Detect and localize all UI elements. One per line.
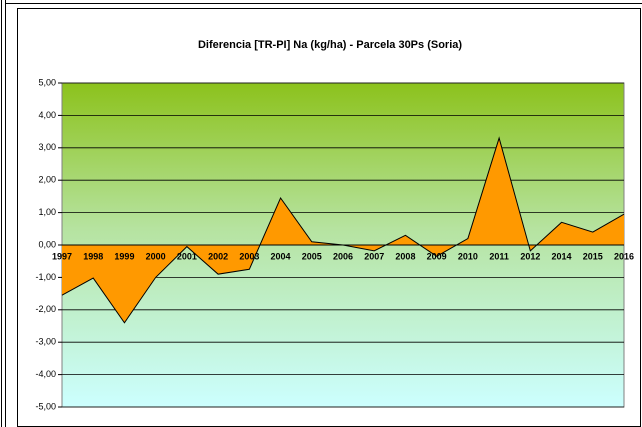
y-tick-label: 1,00	[38, 207, 56, 217]
x-tick-label: 2004	[271, 251, 291, 261]
x-tick-label: 1997	[52, 251, 72, 261]
x-tick-label: 2011	[489, 251, 509, 261]
y-tick-label: -1,00	[35, 272, 56, 282]
y-tick-label: 5,00	[38, 77, 56, 87]
x-tick-label: 2002	[208, 251, 228, 261]
x-tick-label: 2016	[614, 251, 634, 261]
x-tick-label: 2001	[177, 251, 197, 261]
x-tick-label: 1999	[114, 251, 134, 261]
x-tick-label: 2015	[583, 251, 603, 261]
y-tick-label: -3,00	[35, 337, 56, 347]
x-tick-label: 2005	[302, 251, 322, 261]
y-tick-label: -4,00	[35, 369, 56, 379]
area	[62, 138, 624, 323]
x-tick-label: 2010	[458, 251, 478, 261]
x-tick-label: 2012	[520, 251, 540, 261]
x-tick-label: 2014	[552, 251, 572, 261]
y-tick-label: -2,00	[35, 304, 56, 314]
x-tick-label: 2008	[395, 251, 415, 261]
x-tick-label: 2009	[427, 251, 447, 261]
y-tick-label: 0,00	[38, 239, 56, 249]
x-tick-label: 2007	[364, 251, 384, 261]
chart-title: Diferencia [TR-PI] Na (kg/ha) - Parcela …	[198, 39, 462, 51]
x-tick-label: 2006	[333, 251, 353, 261]
x-tick-label: 1998	[83, 251, 103, 261]
x-tick-label: 2000	[146, 251, 166, 261]
y-tick-label: -5,00	[35, 401, 56, 411]
x-tick-label: 2003	[239, 251, 259, 261]
y-tick-label: 4,00	[38, 110, 56, 120]
y-tick-label: 2,00	[38, 175, 56, 185]
y-tick-label: 3,00	[38, 142, 56, 152]
